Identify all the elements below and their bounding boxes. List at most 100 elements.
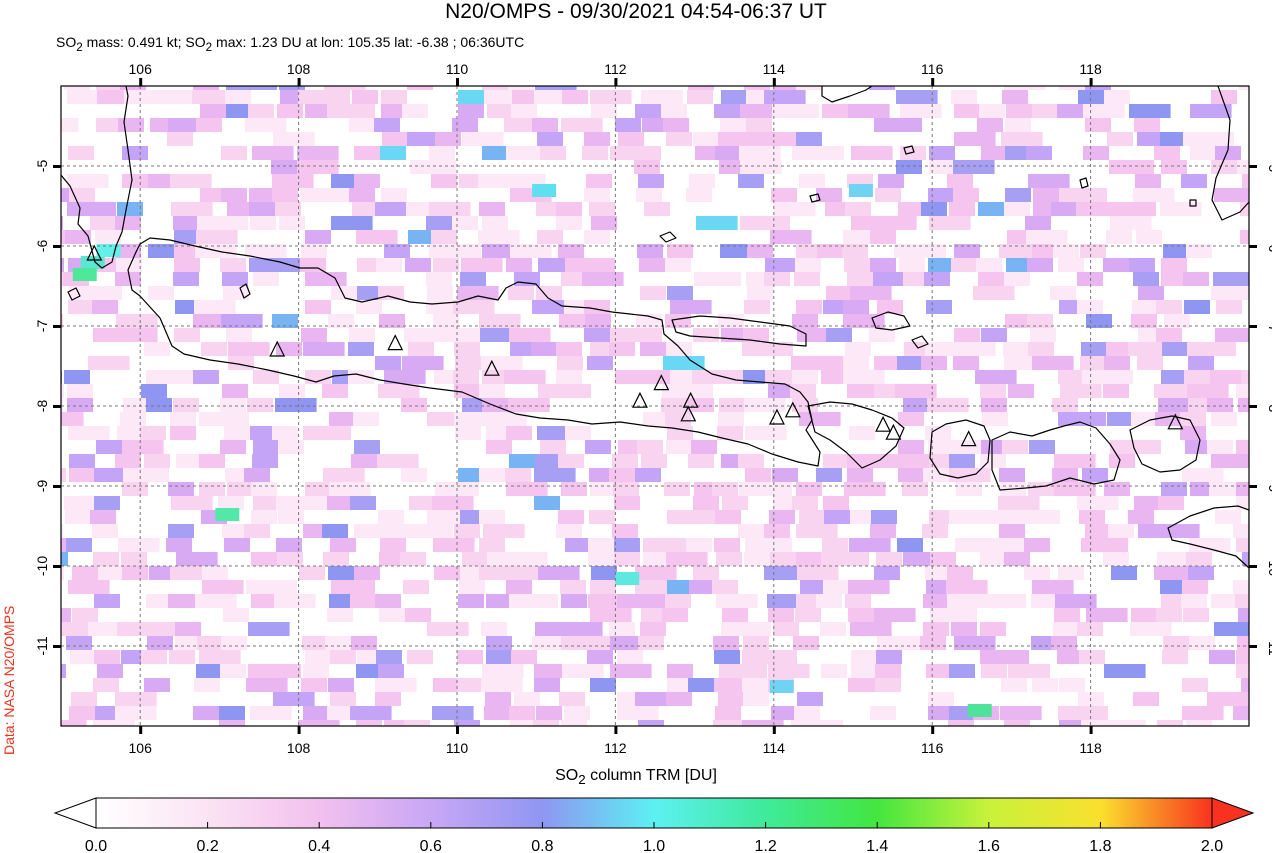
so2-pixel (637, 244, 663, 258)
so2-pixel (1161, 370, 1187, 384)
so2-pixel (540, 146, 566, 160)
so2-pixel (511, 650, 537, 664)
so2-pixel (972, 734, 998, 748)
so2-pixel (926, 300, 952, 314)
so2-pixel (354, 440, 380, 454)
lon-tick-label-bottom: 108 (287, 740, 311, 756)
so2-pixel (1053, 244, 1079, 258)
so2-pixel (322, 384, 348, 398)
so2-pixel (479, 566, 505, 580)
island (911, 335, 929, 349)
island (871, 311, 911, 331)
so2-pixel (1242, 552, 1249, 566)
so2-pixel (900, 146, 926, 160)
so2-pixel (1034, 510, 1060, 524)
so2-pixel (252, 454, 278, 468)
so2-pixel (1233, 706, 1249, 720)
so2-pixel (1053, 622, 1079, 636)
so2-pixel (402, 104, 428, 118)
so2-pixel (67, 398, 93, 412)
so2-pixel (1260, 300, 1272, 314)
lon-tick-top (139, 78, 143, 86)
so2-pixel (305, 300, 331, 314)
so2-pixel (979, 104, 1005, 118)
so2-pixel (146, 594, 172, 608)
so2-pixel (96, 286, 122, 300)
so2-pixel (924, 272, 950, 286)
so2-pixel (405, 258, 431, 272)
so2-pixel (642, 118, 668, 132)
so2-pixel (565, 384, 591, 398)
lon-tick-label-bottom: 118 (1079, 740, 1102, 756)
so2-pixel (1268, 734, 1272, 748)
so2-pixel (1210, 342, 1236, 356)
so2-pixel (196, 118, 222, 132)
so2-pixel (486, 636, 512, 650)
so2-pixel (1107, 412, 1133, 426)
so2-pixel (94, 496, 120, 510)
so2-pixel (556, 216, 582, 230)
so2-pixel (1188, 566, 1214, 580)
so2-pixel (895, 384, 937, 398)
so2-pixel (298, 90, 324, 104)
so2-pixel (740, 104, 782, 118)
so2-pixel (920, 244, 946, 258)
so2-pixel (1004, 202, 1030, 216)
so2-pixel (481, 678, 523, 692)
so2-pixel (122, 566, 148, 580)
so2-pixel (1028, 174, 1070, 188)
so2-pixel (1081, 720, 1107, 726)
so2-pixel (1264, 538, 1272, 552)
so2-pixel (668, 734, 710, 748)
so2-pixel (349, 188, 375, 202)
lon-tick-label-bottom: 106 (129, 740, 153, 756)
so2-pixel (715, 146, 741, 160)
so2-pixel (849, 426, 875, 440)
so2-pixel (301, 678, 327, 692)
so2-pixel (1156, 328, 1182, 342)
so2-pixel (641, 454, 667, 468)
lat-tick-label-left: -10 (34, 556, 50, 576)
so2-pixel (1077, 622, 1103, 636)
so2-pixel (585, 636, 611, 650)
so2-pixel (272, 188, 298, 202)
so2-pixel (223, 286, 249, 300)
so2-pixel (61, 524, 63, 538)
so2-pixel (349, 580, 375, 594)
so2-pixel (1216, 300, 1242, 314)
so2-pixel (826, 328, 852, 342)
so2-pixel (745, 426, 787, 440)
lat-tick-label-right: -5 (1266, 160, 1272, 173)
so2-pixel (431, 230, 457, 244)
so2-pixel (461, 258, 503, 272)
lat-tick-label-right: -10 (1266, 556, 1272, 576)
so2-pixel (953, 188, 979, 202)
so2-pixel (325, 734, 351, 748)
so2-pixel (297, 160, 339, 174)
so2-pixel (1085, 86, 1111, 90)
so2-pixel (93, 328, 119, 342)
so2-pixel (143, 468, 169, 482)
so2-pixel (506, 146, 548, 160)
so2-pixel (610, 328, 636, 342)
lat-tick-left (53, 325, 61, 328)
so2-pixel (617, 650, 643, 664)
so2-pixel (1236, 664, 1249, 678)
lat-tick-left (53, 645, 61, 648)
so2-pixel (201, 342, 227, 356)
so2-pixel (1052, 398, 1078, 412)
so2-pixel (1026, 146, 1052, 160)
so2-pixel (279, 86, 305, 90)
so2-pixel (769, 510, 795, 524)
so2-pixel (817, 720, 843, 726)
so2-pixel (1241, 678, 1249, 692)
so2-pixel (275, 202, 301, 216)
so2-pixel (534, 496, 560, 510)
so2-pixel (61, 118, 79, 132)
so2-pixel (1157, 720, 1183, 726)
so2-pixel (1263, 202, 1272, 216)
so2-pixel (947, 566, 973, 580)
so2-pixel (331, 174, 357, 188)
so2-pixel (249, 202, 275, 216)
so2-pixel (454, 524, 480, 538)
